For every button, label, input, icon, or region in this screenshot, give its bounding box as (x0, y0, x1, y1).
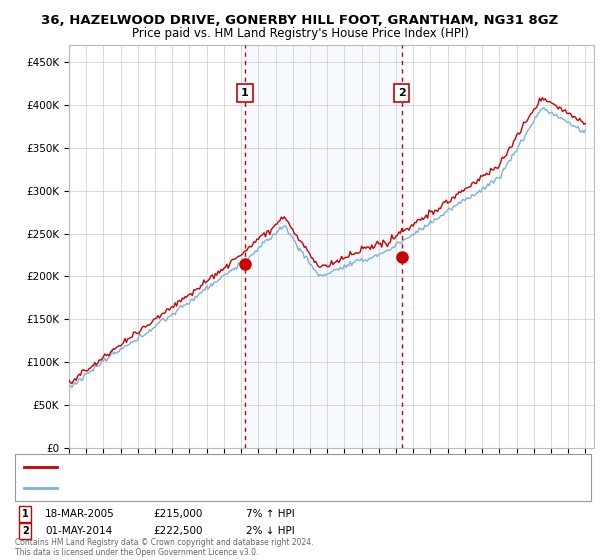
Text: 2: 2 (22, 526, 29, 536)
Text: 1: 1 (241, 88, 248, 98)
Text: 2: 2 (398, 88, 406, 98)
Text: £215,000: £215,000 (153, 509, 202, 519)
Text: 36, HAZELWOOD DRIVE, GONERBY HILL FOOT, GRANTHAM, NG31 8GZ: 36, HAZELWOOD DRIVE, GONERBY HILL FOOT, … (41, 14, 559, 27)
Text: Contains HM Land Registry data © Crown copyright and database right 2024.
This d: Contains HM Land Registry data © Crown c… (15, 538, 314, 557)
Text: 01-MAY-2014: 01-MAY-2014 (45, 526, 112, 536)
Text: 36, HAZELWOOD DRIVE, GONERBY HILL FOOT, GRANTHAM, NG31 8GZ (detached house): 36, HAZELWOOD DRIVE, GONERBY HILL FOOT, … (63, 463, 435, 472)
Text: 18-MAR-2005: 18-MAR-2005 (45, 509, 115, 519)
Text: 1: 1 (22, 509, 29, 519)
Text: Price paid vs. HM Land Registry's House Price Index (HPI): Price paid vs. HM Land Registry's House … (131, 27, 469, 40)
Bar (245, 45, 402, 448)
Text: HPI: Average price, detached house, South Kesteven: HPI: Average price, detached house, Sout… (63, 483, 285, 492)
Text: 7% ↑ HPI: 7% ↑ HPI (246, 509, 295, 519)
Text: £222,500: £222,500 (153, 526, 203, 536)
Text: 2% ↓ HPI: 2% ↓ HPI (246, 526, 295, 536)
